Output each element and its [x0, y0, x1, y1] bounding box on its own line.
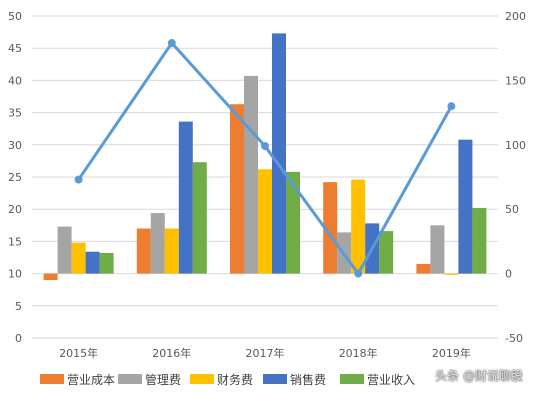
line-point: [447, 102, 456, 111]
right-tick-label: 50: [505, 203, 519, 216]
left-tick-label: 10: [8, 268, 22, 281]
bar: [57, 226, 72, 274]
line-point: [167, 39, 176, 48]
bar: [272, 33, 286, 274]
category-labels: 2015年 2016年 2017年 2018年 2019年: [59, 346, 471, 360]
left-tick-label: 50: [8, 10, 22, 23]
legend-swatch: [340, 374, 364, 384]
left-tick-label: 5: [15, 300, 22, 313]
bar: [43, 273, 58, 281]
legend-label: 销售费: [290, 372, 326, 387]
bar-series: [43, 33, 487, 281]
bar: [150, 213, 165, 274]
line-point: [74, 175, 83, 184]
bar: [472, 207, 487, 274]
legend-label: 管理费: [145, 372, 181, 387]
bar: [99, 252, 114, 274]
right-tick-label: 150: [505, 74, 526, 87]
bar: [458, 139, 473, 274]
bar: [230, 104, 244, 274]
bar: [244, 75, 258, 274]
right-axis-ticks: -50 0 50 100 150 200: [505, 10, 526, 345]
bar: [192, 162, 207, 274]
left-tick-label: 35: [8, 107, 22, 120]
watermark: 头条 @财说聊股: [435, 369, 523, 383]
legend-swatch: [118, 374, 142, 384]
bar: [379, 231, 394, 274]
line-point: [354, 269, 363, 278]
legend-swatch: [190, 374, 214, 384]
legend-label: 营业收入: [367, 373, 415, 387]
right-tick-label: -50: [505, 332, 523, 345]
left-tick-label: 40: [8, 74, 22, 87]
legend: 营业成本 管理费 财务费 销售费 营业收入: [40, 372, 415, 387]
category-label: 2018年: [339, 346, 378, 360]
left-tick-label: 15: [8, 235, 22, 248]
category-label: 2016年: [152, 346, 191, 360]
bar: [136, 228, 151, 274]
bar: [258, 169, 272, 274]
category-label: 2019年: [432, 346, 471, 360]
left-axis-ticks: 0 5 10 15 20 25 30 35 40 45 50: [8, 10, 22, 345]
legend-swatch: [40, 374, 64, 384]
bar: [351, 179, 366, 274]
line-series: [74, 39, 456, 278]
bar: [178, 121, 193, 274]
bar: [85, 251, 100, 274]
legend-label: 营业成本: [67, 373, 115, 387]
bar: [71, 242, 86, 274]
left-tick-label: 30: [8, 139, 22, 152]
left-tick-label: 20: [8, 203, 22, 216]
left-tick-label: 45: [8, 42, 22, 55]
left-tick-label: 0: [15, 332, 22, 345]
right-tick-label: 100: [505, 139, 526, 152]
bar: [430, 225, 445, 274]
right-tick-label: 0: [505, 268, 512, 281]
right-tick-label: 200: [505, 10, 526, 23]
legend-label: 财务费: [217, 372, 253, 387]
bar: [164, 228, 179, 274]
left-tick-label: 25: [8, 171, 22, 184]
bar: [416, 263, 431, 274]
category-label: 2015年: [59, 346, 98, 360]
category-label: 2017年: [246, 346, 285, 360]
bar: [444, 273, 459, 275]
line-point: [261, 142, 269, 151]
bar: [286, 171, 300, 274]
bar: [323, 182, 338, 274]
legend-swatch: [263, 374, 287, 384]
